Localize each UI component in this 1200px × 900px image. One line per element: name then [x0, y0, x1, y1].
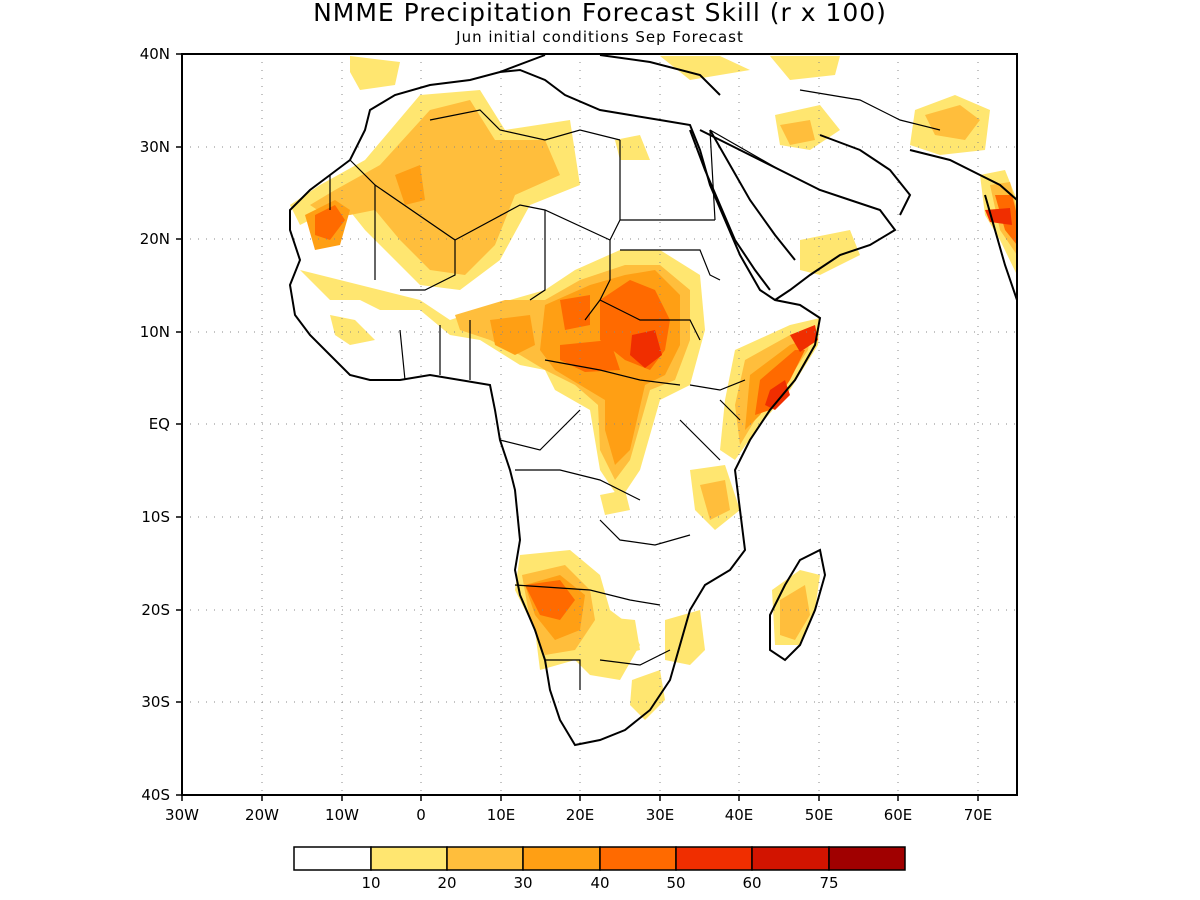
- lat-tick-label: EQ: [149, 415, 170, 433]
- legend-label: 10: [361, 874, 380, 892]
- lon-tick-label: 30W: [165, 806, 199, 824]
- skill-area-mozambique-1: [665, 610, 705, 665]
- lat-tick-label: 40N: [140, 45, 170, 63]
- lon-tick-label: 60E: [884, 806, 913, 824]
- india-coastline: [984, 194, 1017, 301]
- skill-area-turkey-1: [770, 56, 840, 80]
- legend-swatch: [599, 846, 677, 871]
- skill-area-horn-5: [765, 380, 790, 410]
- skill-area-somalia-5: [790, 325, 818, 352]
- skill-area-lesotho-1: [630, 670, 665, 720]
- legend-swatch: [751, 846, 830, 871]
- legend-label: 40: [590, 874, 609, 892]
- lon-tick-label: 20W: [245, 806, 279, 824]
- legend-swatch: [370, 846, 448, 871]
- lon-tick-label: 50E: [805, 806, 834, 824]
- skill-area-namibia-4: [525, 580, 575, 620]
- legend-swatch: [675, 846, 753, 871]
- lon-tick-label: 40E: [725, 806, 754, 824]
- skill-area-northafrica-1: [350, 56, 400, 90]
- skill-area-car-4: [560, 295, 590, 330]
- mediterranean-coast: [499, 54, 721, 96]
- lon-tick-label: 70E: [964, 806, 993, 824]
- lon-tick-label: 10W: [325, 806, 359, 824]
- map-subtitle: Jun initial conditions Sep Forecast: [456, 28, 744, 46]
- legend-swatch: [446, 846, 524, 871]
- legend-labels: 10 20 30 40 50 60 75: [361, 874, 838, 892]
- lat-tick-label: 10N: [140, 323, 170, 341]
- persian-gulf: [819, 134, 912, 216]
- skill-area-arabia-2: [780, 120, 815, 145]
- legend-label: 30: [513, 874, 532, 892]
- lat-tick-label: 20S: [141, 601, 170, 619]
- lat-tick-label: 30N: [140, 138, 170, 156]
- lat-tick-labels: 40N 30N 20N 10N EQ 10S 20S 30S 40S: [140, 45, 170, 804]
- skill-area-botswana-1: [585, 615, 640, 660]
- lon-tick-label: 10E: [487, 806, 516, 824]
- skill-area-mauritania-4: [315, 205, 345, 240]
- skill-area-madagascar-2: [780, 585, 810, 640]
- skill-area-egypt-1: [615, 135, 650, 160]
- lat-tick-label: 10S: [141, 508, 170, 526]
- skill-area-chad-4: [560, 340, 620, 372]
- legend-label: 60: [742, 874, 761, 892]
- coastlines: [288, 54, 1017, 747]
- legend-swatch: [293, 846, 372, 871]
- lat-tick-label: 30S: [141, 693, 170, 711]
- legend-swatch: [828, 846, 906, 871]
- skill-area-westsahel-3: [490, 315, 535, 355]
- lat-tick-label: 20N: [140, 230, 170, 248]
- africa-coastline: [288, 68, 822, 747]
- legend-colorbar: [293, 846, 906, 871]
- skill-area-sahara-3: [395, 165, 425, 205]
- skill-area-sudan-5: [630, 330, 662, 368]
- skill-area-eastafrica-2: [700, 480, 730, 520]
- country-borders: [329, 89, 941, 690]
- lon-tick-label: 20E: [566, 806, 595, 824]
- skill-area-sahara-2: [310, 100, 560, 275]
- legend-label: 75: [819, 874, 838, 892]
- madagascar-outline: [769, 548, 827, 662]
- skill-area-westafrica-1: [330, 315, 375, 345]
- lon-tick-labels: 30W 20W 10W 0 10E 20E 30E 40E 50E 60E 70…: [165, 806, 992, 824]
- skill-area-middleeast-1: [660, 56, 750, 80]
- skill-area-gabon-1: [600, 490, 630, 515]
- skill-shading: [290, 56, 1017, 720]
- legend-swatch: [522, 846, 601, 871]
- legend-label: 50: [666, 874, 685, 892]
- iran-coast: [909, 149, 1017, 201]
- lon-tick-label: 30E: [646, 806, 675, 824]
- skill-area-iran-2: [925, 105, 980, 140]
- red-sea-east: [709, 129, 796, 261]
- skill-area-yemen-1: [800, 230, 860, 275]
- tick-marks: [176, 53, 979, 801]
- lat-tick-label: 40S: [141, 786, 170, 804]
- legend-label: 20: [437, 874, 456, 892]
- red-sea-west: [689, 129, 771, 291]
- map-title: NMME Precipitation Forecast Skill (r x 1…: [313, 0, 887, 27]
- lon-tick-label: 0: [416, 806, 426, 824]
